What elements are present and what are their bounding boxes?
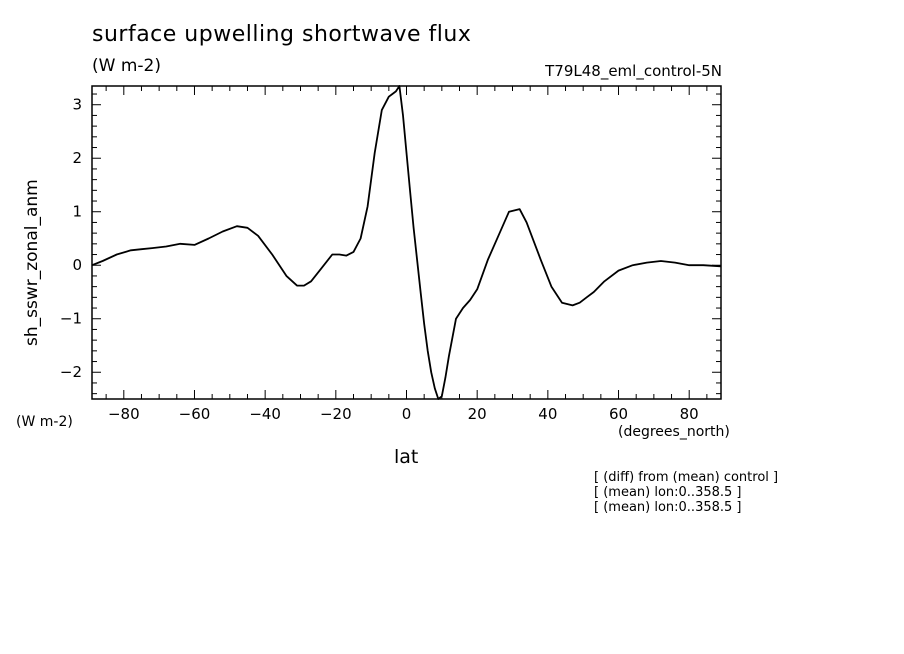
note-line: [ (diff) from (mean) control ] xyxy=(594,470,779,485)
y-tick-label: −2 xyxy=(60,363,82,381)
chart-units: (W m-2) xyxy=(92,56,161,76)
y-axis-units: (W m-2) xyxy=(16,414,73,430)
x-tick-label: 40 xyxy=(538,405,557,423)
series-line xyxy=(91,85,722,400)
plot-frame xyxy=(91,85,722,400)
y-tick-label: 3 xyxy=(72,96,82,114)
x-tick-label: −80 xyxy=(108,405,140,423)
note-line: [ (mean) lon:0..358.5 ] xyxy=(594,485,742,500)
notes-block: [ (diff) from (mean) control ] [ (mean) … xyxy=(594,470,778,515)
x-axis-label: lat xyxy=(394,446,419,468)
x-tick-label: 20 xyxy=(468,405,487,423)
note-line: [ (mean) lon:0..358.5 ] xyxy=(594,500,742,515)
x-tick-label: −60 xyxy=(179,405,211,423)
x-tick-label: 60 xyxy=(609,405,628,423)
x-tick-label: 0 xyxy=(402,405,412,423)
y-tick-label: 1 xyxy=(72,203,82,221)
y-tick-label: 2 xyxy=(72,149,82,167)
x-tick-label: 80 xyxy=(680,405,699,423)
x-tick-label: −40 xyxy=(249,405,281,423)
y-tick-label: 0 xyxy=(72,256,82,274)
x-tick-label: −20 xyxy=(320,405,352,423)
run-name: T79L48_eml_control-5N xyxy=(545,62,722,80)
chart-title: surface upwelling shortwave flux xyxy=(92,22,472,47)
x-axis-units: (degrees_north) xyxy=(618,424,730,440)
y-tick-label: −1 xyxy=(60,310,82,328)
